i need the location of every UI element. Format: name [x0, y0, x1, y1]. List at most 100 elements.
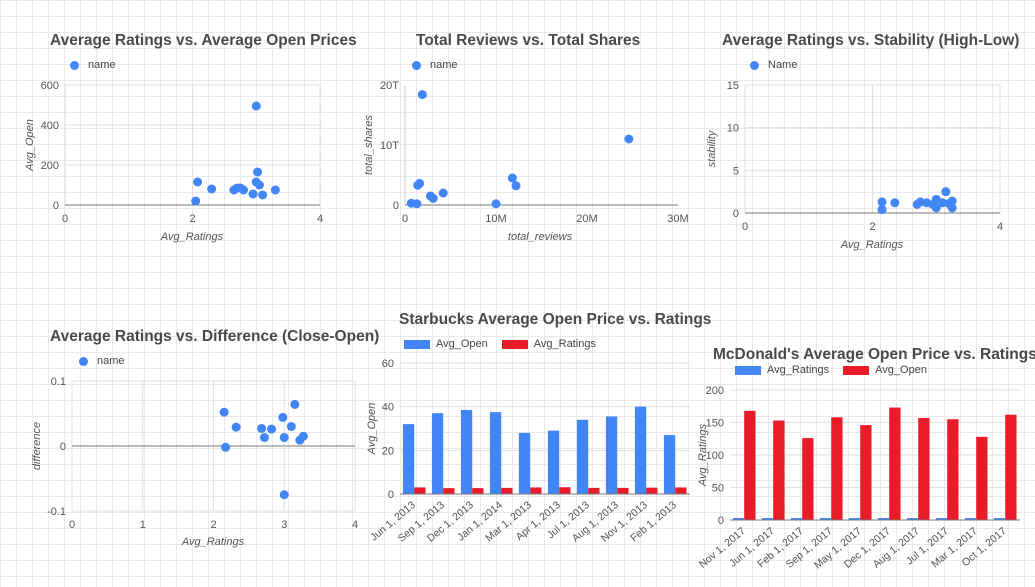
legend-swatch-icon	[501, 339, 528, 349]
y-tick-label: 200	[706, 385, 724, 397]
bar	[1005, 414, 1017, 520]
chart-panel-avg-ratings-vs-open: Average Ratings vs. Average Open Prices …	[0, 0, 357, 260]
chart-legend[interactable]: Name	[750, 59, 797, 71]
x-tick-label: 0	[62, 213, 68, 225]
legend-label: name	[97, 355, 125, 367]
data-point	[877, 197, 887, 207]
chart-panel-mcdonalds: McDonald's Average Open Price vs. Rating…	[690, 300, 1035, 587]
data-point	[947, 203, 957, 213]
data-point	[279, 490, 289, 500]
x-tick-label: 20M	[576, 213, 597, 225]
legend-dot-icon	[412, 60, 421, 70]
y-tick-label: 400	[41, 120, 59, 132]
chart-legend[interactable]: Avg_Open Avg_Ratings	[404, 338, 610, 350]
scatter-plot[interactable]: 0 10T 20T 0 10M 20M 30M total_reviews total_shar…	[345, 0, 690, 260]
legend-label: Avg_Open	[875, 364, 927, 376]
bar	[819, 518, 832, 520]
bar	[860, 425, 872, 520]
y-axis-title: Avg_Open	[24, 119, 36, 172]
bar	[588, 487, 600, 494]
data-point	[415, 178, 425, 188]
chart-panel-reviews-vs-shares: Total Reviews vs. Total Shares name 0 10T…	[345, 0, 690, 260]
data-point	[290, 399, 300, 409]
chart-legend[interactable]: name	[412, 59, 458, 71]
bar	[947, 419, 959, 520]
y-tick-label: 100	[706, 450, 724, 462]
legend-dot-icon	[70, 60, 79, 70]
x-tick-label: 2	[189, 213, 195, 225]
data-point	[890, 198, 900, 208]
legend-item[interactable]: Avg_Ratings	[501, 338, 596, 350]
x-tick-label: 30M	[667, 213, 688, 225]
bar	[559, 487, 571, 494]
chart-title: Average Ratings vs. Difference (Close-Op…	[50, 328, 380, 345]
data-point	[270, 185, 280, 195]
legend-label: name	[88, 59, 116, 71]
bar	[790, 518, 803, 520]
data-point	[231, 422, 241, 432]
legend-label: Avg_Ratings	[767, 364, 830, 376]
bar	[605, 416, 618, 494]
bar	[918, 417, 930, 520]
y-tick-label: 20T	[380, 80, 399, 92]
y-tick-label: 0.1	[51, 376, 66, 388]
bar	[663, 435, 676, 494]
y-tick-label: 40	[382, 402, 394, 414]
bar	[518, 432, 531, 494]
scatter-plot[interactable]: 0 5 10 15 0 2 4 Avg_Ratings stability	[690, 0, 1035, 260]
chart-legend[interactable]: name	[79, 355, 125, 367]
data-point	[254, 180, 264, 190]
bar	[402, 424, 415, 494]
y-tick-label: 0	[53, 200, 59, 212]
y-axis-title: stability	[706, 129, 718, 167]
data-point	[931, 203, 941, 213]
bar	[431, 413, 444, 494]
bar	[617, 487, 629, 494]
y-tick-label: 20	[382, 445, 394, 457]
data-point	[259, 433, 269, 443]
legend-item[interactable]: Avg_Open	[404, 338, 488, 350]
data-point	[248, 189, 258, 199]
data-point	[511, 181, 521, 191]
bar	[414, 487, 426, 494]
y-tick-label: 50	[712, 483, 724, 495]
data-point	[193, 177, 203, 187]
data-point	[877, 205, 887, 215]
x-tick-label: 2	[210, 519, 216, 531]
data-point	[941, 187, 951, 197]
bar	[906, 518, 919, 520]
data-point	[428, 193, 438, 203]
legend-swatch-icon	[735, 365, 761, 375]
y-axis-title: total_shares	[363, 115, 375, 175]
bar	[646, 487, 658, 494]
x-tick-label: 0	[402, 213, 408, 225]
data-point	[267, 424, 277, 434]
data-point	[491, 199, 501, 209]
legend-label: Avg_Ratings	[533, 338, 596, 350]
chart-legend[interactable]: name	[70, 59, 116, 71]
scatter-plot[interactable]: 0 200 400 600 0 2 4 Avg_Ratings Avg_Open	[0, 0, 345, 260]
x-tick-label: 4	[997, 221, 1003, 233]
bar	[976, 436, 988, 520]
data-point	[221, 442, 231, 452]
legend-label: Name	[768, 59, 798, 71]
legend-label: Avg_Open	[436, 338, 488, 350]
data-point	[219, 407, 229, 417]
bar	[732, 518, 745, 520]
legend-item[interactable]: Avg_Ratings	[735, 364, 829, 376]
bar	[501, 487, 513, 494]
bar	[634, 406, 647, 494]
data-point	[253, 167, 263, 177]
data-point	[298, 431, 308, 441]
x-tick-label: 0	[742, 221, 748, 233]
legend-item[interactable]: Avg_Open	[843, 364, 927, 376]
legend-dot-icon	[750, 60, 759, 70]
data-point	[624, 134, 634, 144]
data-point	[207, 184, 217, 194]
chart-title: Starbucks Average Open Price vs. Ratings	[399, 311, 712, 328]
x-tick-label: 4	[352, 519, 358, 531]
chart-legend[interactable]: Avg_Ratings Avg_Open	[735, 364, 941, 376]
